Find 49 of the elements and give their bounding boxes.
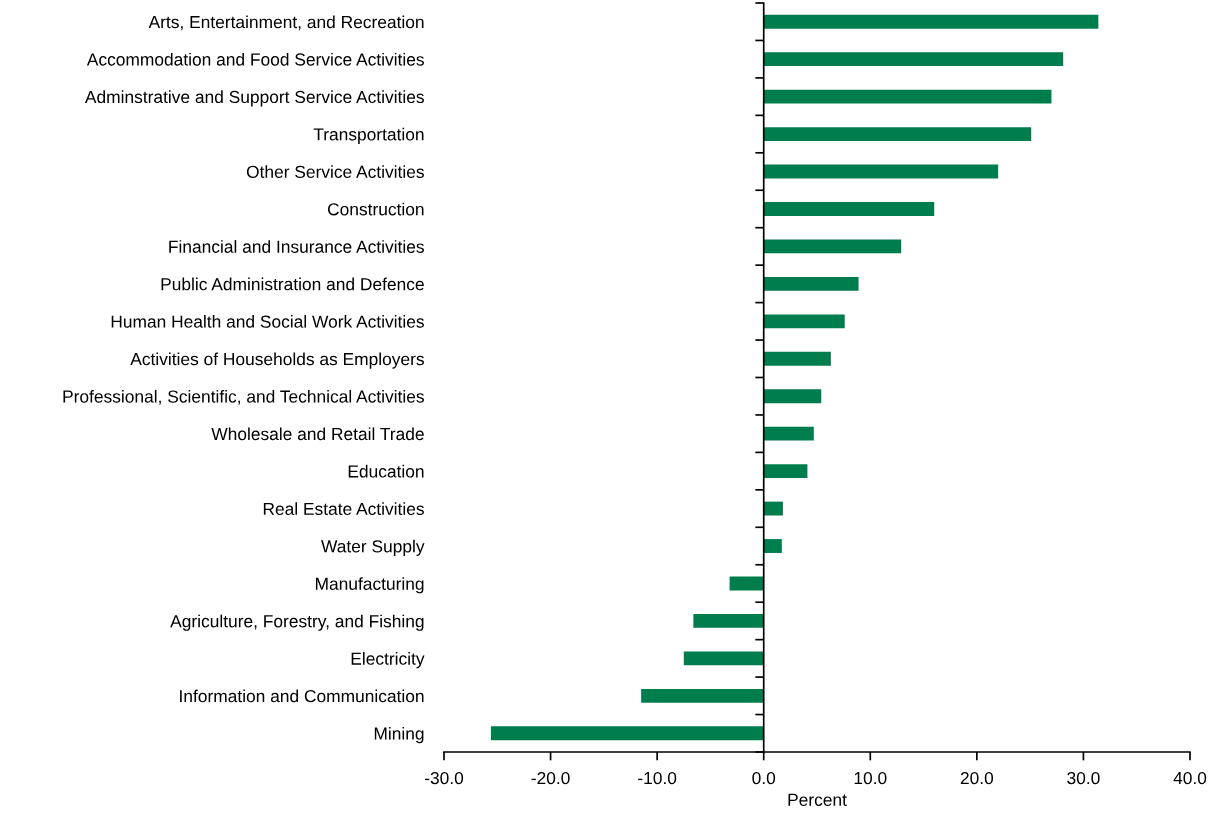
bar <box>763 389 822 404</box>
y-tick-label: Transportation <box>313 127 424 144</box>
y-tick-label: Wholesale and Retail Trade <box>211 427 424 441</box>
x-tick-label: -20.0 <box>531 771 570 785</box>
bar <box>763 351 831 366</box>
bar <box>763 202 935 216</box>
bar <box>641 688 764 703</box>
x-tick-label: 10.0 <box>854 771 887 785</box>
y-tick-label: Electricity <box>351 652 425 669</box>
y-tick-label: Adminstrative and Support Service Activities <box>84 90 424 107</box>
x-tick-label: 20.0 <box>960 771 994 785</box>
bar <box>729 576 764 591</box>
y-tick-label: Education <box>348 464 424 478</box>
bar <box>763 14 1099 29</box>
y-tick-label: Professional, Scientific, and Technical Activities <box>63 389 424 405</box>
bar <box>763 501 783 516</box>
y-tick-label: Other Service Activities <box>246 165 424 178</box>
bar <box>763 314 845 329</box>
y-tick-label: Activities of Households as Employers <box>130 352 424 369</box>
y-tick-label: Construction <box>327 202 424 216</box>
y-tick-label: Real Estate Activities <box>263 502 424 516</box>
x-tick-label: 30.0 <box>1067 771 1100 785</box>
bar <box>763 164 999 179</box>
y-tick-label: Accommodation and Food Service Activities <box>86 52 424 66</box>
bar <box>490 726 764 741</box>
bar <box>763 276 859 291</box>
bar <box>693 614 764 628</box>
bar <box>763 52 1064 67</box>
x-tick-label: -10.0 <box>638 771 677 785</box>
y-tick-label: Mining <box>374 726 424 744</box>
x-tick-label: -30.0 <box>424 771 464 785</box>
x-tick-label: 0.0 <box>752 771 776 785</box>
bar <box>763 464 808 479</box>
y-tick-label: Public Administration and Defence <box>161 277 424 291</box>
bar <box>763 89 1052 104</box>
bar <box>683 651 764 666</box>
x-tick-label: 40.0 <box>1173 771 1207 785</box>
bar <box>763 127 1032 141</box>
y-tick-label: Information and Communication <box>180 689 424 703</box>
y-tick-label: Manufacturing <box>315 577 424 594</box>
bar <box>763 426 814 441</box>
x-axis-title: Percent <box>788 793 847 806</box>
y-tick-label: Human Health and Social Work Activities <box>111 315 424 328</box>
y-tick-label: Agriculture, Forestry, and Fishing <box>170 614 424 631</box>
bar <box>763 539 782 553</box>
y-tick-label: Financial and Insurance Activities <box>169 240 424 253</box>
bar <box>763 239 902 254</box>
y-tick-label: Water Supply <box>321 539 425 556</box>
y-tick-label: Arts, Entertainment, and Recreation <box>148 15 424 31</box>
